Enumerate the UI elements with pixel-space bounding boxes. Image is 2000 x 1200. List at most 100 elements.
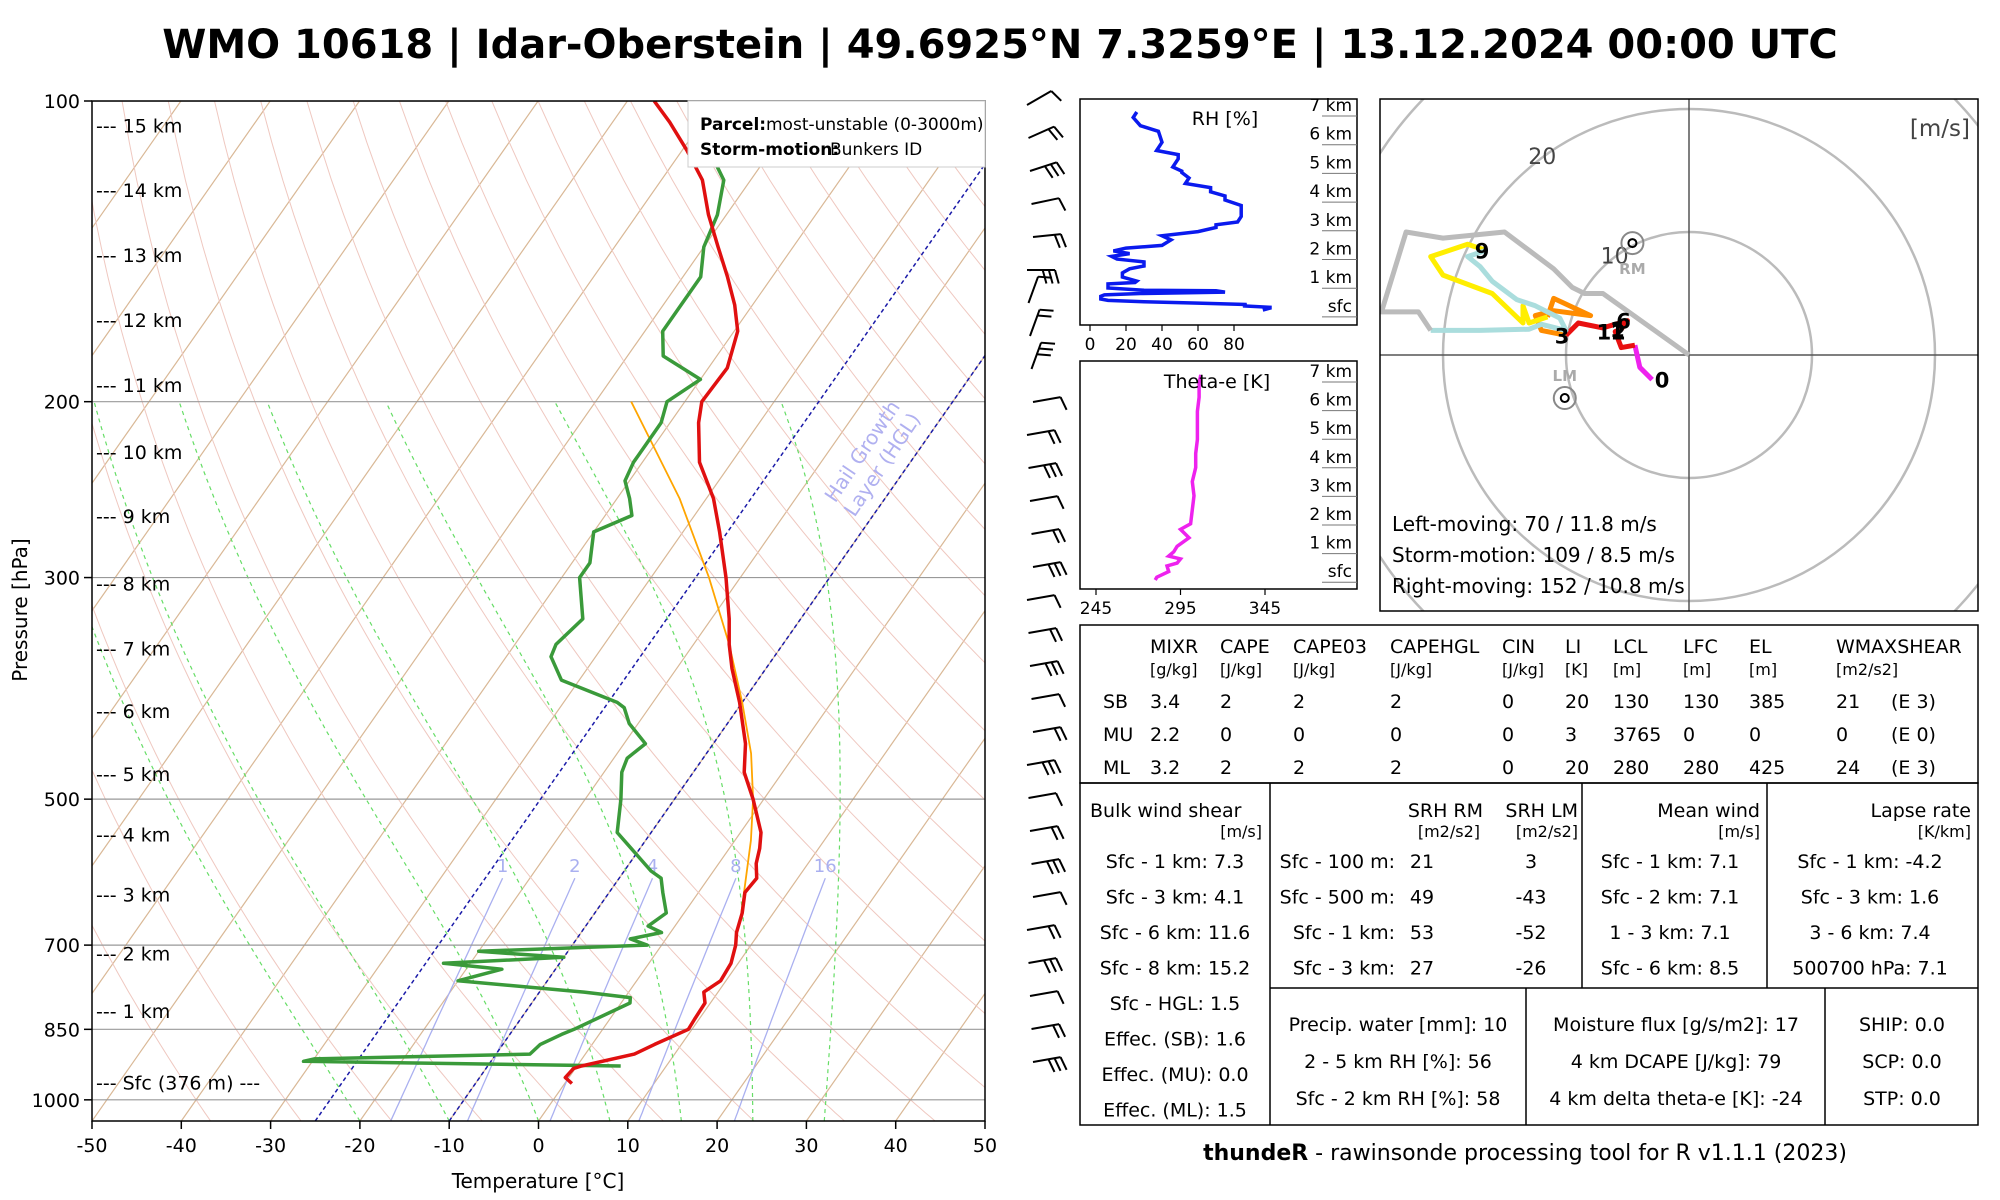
index-cell: 280	[1613, 757, 1649, 779]
moist-adiabat	[554, 401, 754, 1121]
wind-barb	[1031, 197, 1067, 212]
lapse-rate-unit: [K/km]	[1918, 822, 1971, 841]
wind-barb	[1026, 90, 1062, 106]
storm-motion-marker	[1620, 231, 1645, 256]
srh-lm-value: -43	[1515, 887, 1546, 909]
mixing-ratio-line	[390, 877, 504, 1121]
height-label: --- 11 km	[96, 375, 182, 397]
rh-frame	[1079, 98, 1358, 326]
rh-x-tick: 20	[1115, 335, 1137, 355]
index-header: LI	[1565, 636, 1581, 658]
index-unit: [J/kg]	[1502, 660, 1544, 679]
dry-adiabat	[214, 101, 845, 1121]
theta-e-height-label: 6 km	[1309, 391, 1352, 411]
theta-e-height-label: 1 km	[1309, 534, 1352, 554]
rh-height-label: sfc	[1328, 297, 1352, 317]
wind-barb	[1029, 660, 1065, 677]
index-cell: 2.2	[1150, 724, 1180, 746]
wind-barb	[1032, 396, 1068, 411]
wind-barb	[1028, 957, 1064, 974]
wind-barb	[1031, 528, 1067, 544]
index-cell: 24	[1836, 757, 1860, 779]
legend-parcel-value: most-unstable (0-3000m)	[766, 115, 984, 135]
bulk-shear-row: Effec. (MU): 0.0	[1101, 1064, 1248, 1086]
isotherm	[92, 101, 450, 612]
index-row-label: SB	[1103, 691, 1128, 713]
index-cell: 130	[1683, 691, 1719, 713]
srh-row-label: Sfc - 1 km:	[1293, 922, 1395, 944]
isotherm	[538, 482, 985, 1121]
mixing-ratio-label: 4	[647, 856, 658, 877]
dry-adiabat	[491, 101, 985, 801]
theta-e-height-label: sfc	[1328, 562, 1352, 582]
srh-lm-value: -26	[1515, 958, 1546, 980]
theta-e-height-label: 7 km	[1309, 362, 1352, 382]
wind-barb	[1028, 125, 1064, 141]
mean-wind-row: Sfc - 1 km: 7.1	[1601, 851, 1739, 873]
dry-adiabat	[92, 768, 302, 1121]
wind-barb	[1027, 275, 1053, 304]
rh-height-label: 4 km	[1309, 182, 1352, 202]
hodograph-height-label: 3	[1555, 324, 1570, 348]
index-cell: 0	[1293, 724, 1305, 746]
dewpoint-curve	[301, 101, 726, 1068]
index-unit: [m]	[1749, 660, 1777, 679]
y-tick-label: 200	[44, 392, 80, 414]
moisture-row: Precip. water [mm]: 10	[1289, 1014, 1508, 1036]
rh-height-label: 7 km	[1309, 96, 1352, 116]
wind-barb	[1028, 627, 1064, 643]
wind-barb	[1029, 308, 1054, 337]
index-unit: [J/kg]	[1293, 660, 1335, 679]
mixing-ratio-line	[466, 877, 576, 1121]
rh-height-label: 6 km	[1309, 125, 1352, 145]
dry-adiabat	[352, 101, 985, 1015]
srh-row-label: Sfc - 100 m:	[1280, 851, 1395, 873]
isotherm	[805, 864, 985, 1121]
wind-barb	[1028, 792, 1064, 807]
mean-wind-row: Sfc - 6 km: 8.5	[1601, 958, 1739, 980]
mixing-ratio-label: 1	[497, 856, 508, 877]
hgl-label: Hail Growth Layer (HGL)	[819, 396, 925, 521]
index-unit: [m]	[1683, 660, 1711, 679]
temperature-curve	[563, 101, 763, 1085]
index-cell: 280	[1683, 757, 1719, 779]
rh-profile-panel: RH [%] 0 20 40 60 80 7 km 6 km 5 km 4 km 3 km 2 km…	[1079, 96, 1358, 355]
x-tick-label: -20	[344, 1135, 375, 1157]
theta-e-height-label: 4 km	[1309, 448, 1352, 468]
wind-barb	[1028, 462, 1064, 479]
flux-row: 4 km delta theta-e [K]: -24	[1549, 1088, 1802, 1110]
wind-barb	[1031, 858, 1067, 875]
lapse-rate-title: Lapse rate	[1870, 800, 1971, 822]
hodograph-trace	[1430, 248, 1569, 333]
x-tick-label: 20	[705, 1135, 729, 1157]
height-label: --- 9 km	[96, 506, 170, 528]
wind-barb	[1030, 341, 1056, 370]
isotherm	[92, 101, 628, 867]
moist-adiabat	[385, 401, 682, 1121]
y-tick-label: 850	[44, 1019, 80, 1041]
height-label: --- 7 km	[96, 638, 170, 660]
figure-title: WMO 10618 | Idar-Oberstein | 49.6925°N 7…	[162, 22, 1838, 69]
legend-storm-label: Storm-motion:	[700, 140, 839, 160]
rh-title: RH [%]	[1192, 108, 1258, 130]
hodograph-trace	[1380, 229, 1691, 358]
mixing-ratio-label: 2	[569, 856, 580, 877]
rh-x-tick: 80	[1223, 335, 1245, 355]
height-label: --- 5 km	[96, 764, 170, 786]
y-tick-label: 300	[44, 568, 80, 590]
lapse-rate-row: Sfc - 1 km: -4.2	[1797, 851, 1942, 873]
hodograph-panel: 102030400312691RMLM [m/s] Left-moving: 7…	[1379, 98, 1979, 612]
mixing-ratio-label: 8	[730, 856, 741, 877]
footer-text: - rawinsonde processing tool for R v1.1.…	[1308, 1141, 1847, 1166]
mixing-ratio-label: 16	[814, 856, 837, 877]
height-label: --- 4 km	[96, 825, 170, 847]
index-cell: 0	[1749, 724, 1761, 746]
bulk-shear-row: Sfc - 8 km: 15.2	[1100, 958, 1251, 980]
dry-adiabat	[92, 604, 393, 1121]
index-header: LCL	[1613, 636, 1648, 658]
composite-row: STP: 0.0	[1863, 1088, 1941, 1110]
storm-motion-label: LM	[1553, 367, 1578, 385]
x-tick-label: -30	[255, 1135, 286, 1157]
height-label: --- 15 km	[96, 115, 182, 137]
y-tick-label: 700	[44, 935, 80, 957]
